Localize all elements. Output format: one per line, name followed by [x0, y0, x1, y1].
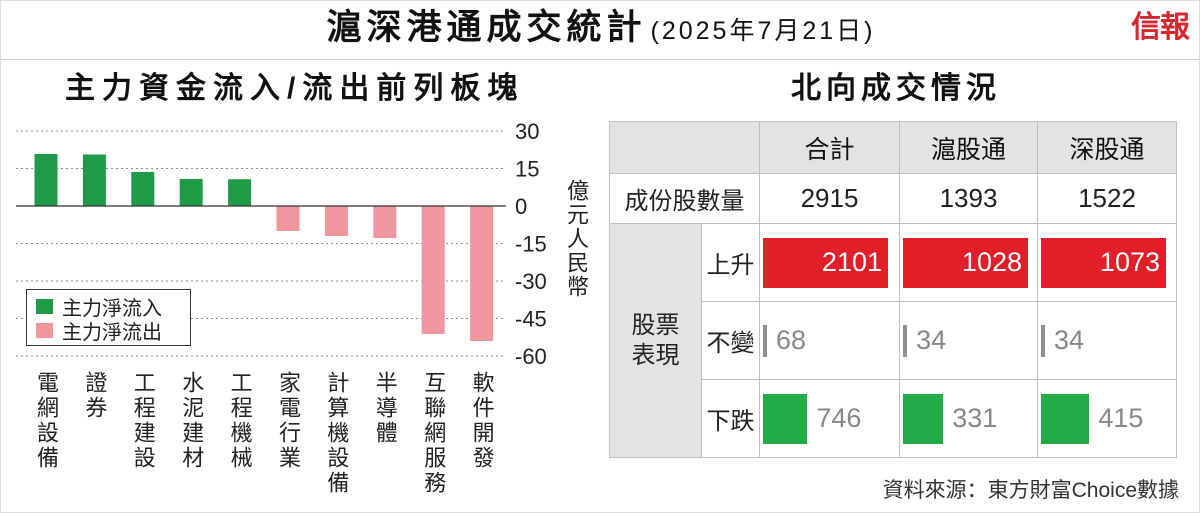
inflow-bar [179, 179, 203, 206]
cell-up-shenzhen: 1073 [1037, 223, 1177, 302]
unchanged-bar-total [763, 324, 768, 357]
unchanged-value-shenzhen: 34 [1053, 325, 1084, 355]
category-label: 半導體 [372, 371, 398, 446]
category-label: 家電行業 [276, 371, 301, 471]
inflow-bar [228, 179, 252, 206]
cell-unchanged-shenzhen: 34 [1037, 301, 1177, 380]
bars [34, 154, 494, 341]
table-header-row: 合計 滬股通 深股通 [609, 121, 1177, 174]
publisher-logo: 信報 [1131, 10, 1190, 45]
header: 滬深港通成交統計 (2025年7月21日) [1, 7, 1199, 56]
constituents-value-total: 2915 [759, 173, 900, 224]
up-value-shanghai: 1028 [961, 247, 1022, 277]
legend-label-inflow: 主力淨流入 [62, 297, 162, 320]
category-label: 水泥建材 [179, 371, 205, 471]
down-bar-shenzhen [1041, 393, 1090, 444]
column-header-shanghai-connect: 滬股通 [899, 121, 1038, 174]
legend-item-outflow: 主力淨流出 [36, 318, 190, 344]
row-label-down: 下跌 [701, 379, 760, 458]
y-tick-label: -15 [515, 232, 547, 257]
y-tick-label: 0 [515, 194, 527, 219]
legend-label-outflow: 主力淨流出 [62, 321, 162, 344]
outflow-bar [324, 206, 348, 236]
y-axis-ticks: 30 15 0 -15 -30 -45 -60 [515, 119, 547, 369]
unchanged-value-shanghai: 34 [916, 325, 947, 355]
table-title: 北向成交情況 [791, 72, 1001, 105]
constituents-value-shanghai: 1393 [899, 173, 1038, 224]
cell-unchanged-shanghai: 34 [899, 301, 1038, 380]
northbound-table: 合計 滬股通 深股通 成份股數量 2915 1393 1522 股票表現 上升 … [609, 121, 1177, 458]
header-divider [1, 59, 1199, 60]
constituents-row: 成份股數量 2915 1393 1522 [609, 173, 1177, 224]
y-tick-label: 30 [515, 119, 539, 144]
category-label: 電網設備 [34, 371, 59, 471]
performance-row-down: 下跌 746 331 415 [610, 379, 1177, 458]
y-tick-label: -45 [515, 307, 547, 332]
legend-swatch-outflow [36, 322, 53, 338]
up-bar-shenzhen: 1073 [1041, 237, 1166, 288]
header-corner-cell [609, 121, 760, 174]
cell-up-shanghai: 1028 [899, 223, 1038, 302]
row-label-unchanged: 不變 [701, 301, 760, 380]
chart-title: 主力資金流入/流出前列板塊 [65, 72, 525, 105]
inflow-bar [82, 154, 106, 206]
down-value-shanghai: 331 [952, 403, 998, 433]
inflow-bar [34, 154, 58, 206]
outflow-bar [276, 206, 300, 231]
cell-unchanged-total: 68 [759, 301, 900, 380]
column-header-shenzhen-connect: 深股通 [1037, 121, 1177, 174]
outflow-bar [373, 206, 397, 238]
down-value-total: 746 [816, 403, 862, 433]
page-date: (2025年7月21日) [650, 17, 876, 45]
category-label: 計算機設備 [324, 371, 350, 496]
performance-row-unchanged: 不變 68 34 34 [610, 301, 1177, 380]
performance-row-up: 股票表現 上升 2101 1028 1073 [609, 223, 1177, 458]
column-header-total: 合計 [759, 121, 900, 174]
y-tick-label: 15 [515, 157, 539, 182]
category-label: 軟件開發 [469, 371, 495, 471]
category-label: 互聯網服務 [421, 371, 447, 496]
source-note: 資料來源：東方財富Choice數據 [882, 479, 1179, 502]
cell-down-shenzhen: 415 [1037, 379, 1177, 458]
down-bar-shanghai [903, 393, 944, 444]
y-tick-label: -30 [515, 269, 547, 294]
performance-group-label: 股票表現 [631, 311, 680, 369]
up-value-total: 2101 [821, 247, 882, 277]
down-bar-total [763, 393, 808, 444]
row-label-up: 上升 [701, 223, 760, 302]
outflow-bar [470, 206, 494, 341]
inflow-bar [131, 172, 155, 206]
cell-down-shanghai: 331 [899, 379, 1038, 458]
category-label: 證券 [82, 371, 108, 421]
page-title: 滬深港通成交統計 [326, 8, 647, 47]
cell-up-total: 2101 [759, 223, 900, 302]
chart-legend: 主力淨流入 主力淨流出 [26, 289, 191, 346]
constituents-label: 成份股數量 [609, 173, 760, 224]
unchanged-bar-shanghai [903, 324, 908, 357]
cell-down-total: 746 [759, 379, 900, 458]
up-bar-shanghai: 1028 [903, 237, 1028, 288]
unchanged-bar-shenzhen [1041, 324, 1045, 357]
unchanged-value-total: 68 [776, 325, 807, 355]
up-bar-total: 2101 [763, 237, 888, 288]
performance-group-cell: 股票表現 [609, 223, 702, 458]
legend-swatch-inflow [36, 298, 53, 314]
bar-chart: 30 15 0 -15 -30 -45 -60 [16, 119, 547, 369]
legend-item-inflow: 主力淨流入 [36, 294, 190, 320]
down-value-shenzhen: 415 [1098, 403, 1144, 433]
category-labels: 電網設備 證券 工程建設 水泥建材 工程機械 家電行業 計算機設備 半導體 互聯網服務 軟件開發 [1, 1, 601, 512]
constituents-value-shenzhen: 1522 [1037, 173, 1177, 224]
up-value-shenzhen: 1073 [1099, 247, 1160, 277]
category-label: 工程機械 [227, 371, 253, 471]
category-label: 工程建設 [130, 371, 156, 471]
outflow-bar [421, 206, 445, 334]
y-axis-label: 億元人民幣 [564, 179, 589, 299]
y-tick-label: -60 [515, 344, 547, 369]
